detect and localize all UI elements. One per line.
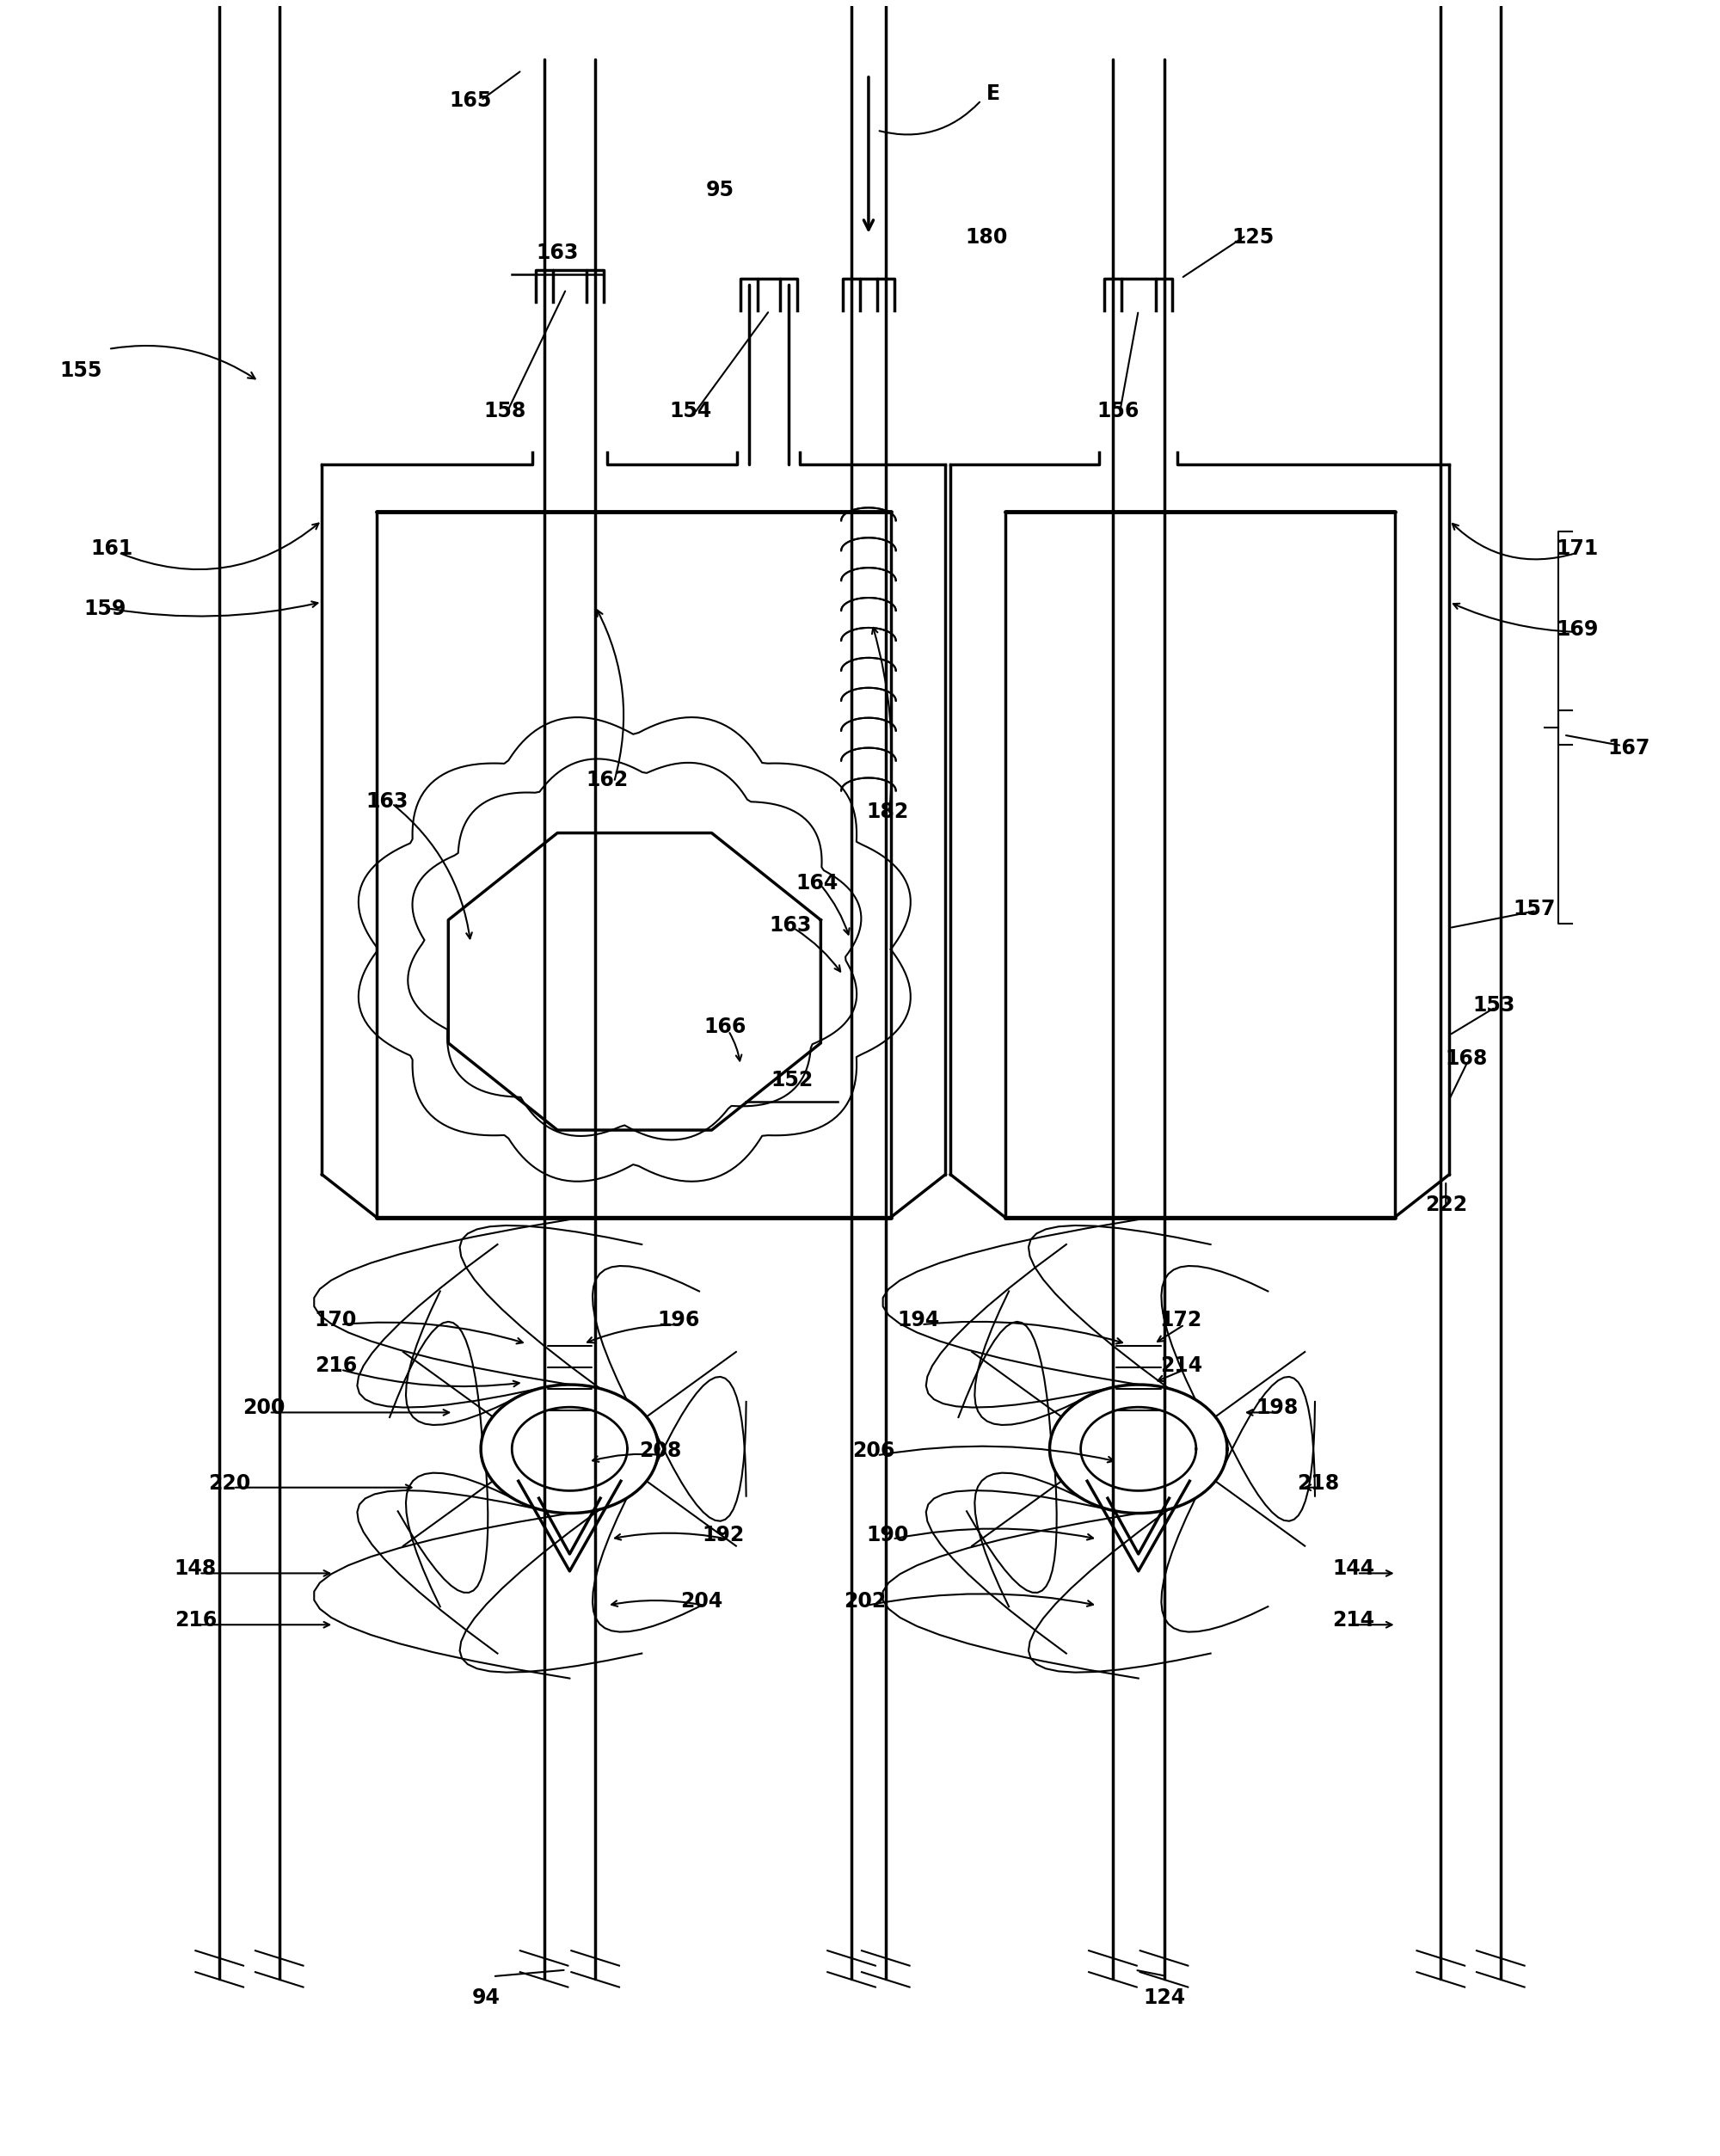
Text: 216: 216	[174, 1611, 217, 1630]
Text: 200: 200	[243, 1397, 286, 1419]
Text: 170: 170	[315, 1311, 356, 1330]
Text: 192: 192	[702, 1524, 745, 1546]
Text: 148: 148	[174, 1559, 217, 1580]
Text: 152: 152	[771, 1069, 814, 1091]
Text: 125: 125	[1232, 226, 1275, 248]
Text: 208: 208	[638, 1440, 681, 1462]
Text: 204: 204	[679, 1591, 722, 1611]
Text: 202: 202	[845, 1591, 886, 1611]
Text: 163: 163	[366, 791, 408, 813]
Text: 166: 166	[703, 1015, 746, 1037]
Text: 194: 194	[896, 1311, 939, 1330]
Text: 162: 162	[587, 770, 628, 791]
Text: 220: 220	[208, 1473, 251, 1494]
Text: 190: 190	[867, 1524, 908, 1546]
Text: 124: 124	[1142, 1988, 1185, 2007]
Text: 198: 198	[1256, 1397, 1299, 1419]
Text: 167: 167	[1608, 737, 1649, 759]
Text: 156: 156	[1097, 401, 1139, 423]
Text: 157: 157	[1514, 899, 1557, 918]
Text: 180: 180	[965, 226, 1008, 248]
Text: 154: 154	[669, 401, 712, 423]
Text: 168: 168	[1445, 1048, 1488, 1069]
Text: 214: 214	[1159, 1354, 1202, 1376]
Text: 206: 206	[853, 1440, 894, 1462]
Text: 158: 158	[483, 401, 526, 423]
Text: 196: 196	[657, 1311, 700, 1330]
Text: 172: 172	[1159, 1311, 1202, 1330]
Text: 222: 222	[1424, 1194, 1467, 1214]
Text: 164: 164	[796, 873, 838, 893]
Text: 182: 182	[867, 802, 908, 821]
Text: 216: 216	[315, 1354, 356, 1376]
Text: 144: 144	[1333, 1559, 1374, 1580]
Text: 161: 161	[91, 539, 132, 558]
Text: 94: 94	[471, 1988, 501, 2007]
Text: 218: 218	[1297, 1473, 1338, 1494]
Text: 95: 95	[705, 181, 734, 201]
Text: 169: 169	[1557, 619, 1598, 640]
Text: 163: 163	[537, 241, 580, 263]
Text: E: E	[986, 84, 999, 103]
Text: 171: 171	[1557, 539, 1598, 558]
Text: 163: 163	[769, 916, 812, 936]
Text: 155: 155	[60, 360, 103, 382]
Text: 165: 165	[449, 91, 492, 110]
Text: 214: 214	[1333, 1611, 1374, 1630]
Text: 159: 159	[84, 597, 126, 619]
Text: 153: 153	[1472, 994, 1515, 1015]
